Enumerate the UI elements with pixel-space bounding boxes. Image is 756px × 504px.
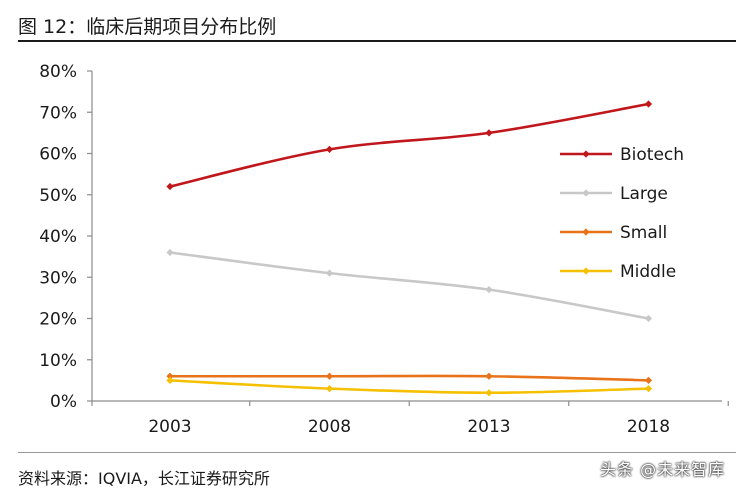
y-tick-label: 0% [50, 392, 77, 412]
data-point-biotech [644, 100, 653, 108]
legend-marker-middle [582, 267, 590, 275]
y-tick-label: 80% [39, 62, 77, 82]
legend-marker-small [582, 228, 590, 236]
data-point-large [644, 314, 653, 323]
y-tick-label: 50% [39, 186, 77, 206]
series-line-large [168, 251, 650, 320]
y-tick-label: 10% [39, 351, 77, 371]
figure-source: 资料来源：IQVIA，长江证券研究所 [18, 469, 270, 488]
chart-axes: 0% 10% 20% 30% 40% 50% 60% 70% 80% 2003 2008 2013 20… [39, 62, 729, 437]
legend-label-biotech: Biotech [620, 145, 684, 165]
chart-series [166, 100, 653, 397]
data-point-small [325, 372, 334, 380]
data-point-large [485, 286, 493, 294]
data-point-large [325, 269, 334, 277]
data-point-small [485, 372, 493, 380]
watermark: 头条 @未来智库 [600, 460, 726, 479]
y-tick-label: 30% [39, 268, 77, 288]
x-tick-label: 2003 [148, 417, 191, 437]
y-tick-label: 70% [39, 103, 77, 123]
chart-legend: Biotech Large Small Middle [560, 145, 684, 282]
y-tick-label: 40% [39, 227, 77, 247]
data-point-middle [325, 385, 334, 393]
legend-marker-large [582, 189, 590, 197]
figure-title: 图 12：临床后期项目分布比例 [18, 16, 277, 38]
data-point-middle [166, 376, 174, 384]
legend-label-small: Small [620, 223, 667, 243]
x-tick-label: 2013 [467, 417, 510, 437]
y-tick-label: 60% [39, 145, 77, 165]
data-point-large [166, 248, 174, 257]
y-tick-label: 20% [39, 310, 77, 330]
series-line-small [168, 374, 650, 382]
x-tick-label: 2018 [627, 417, 670, 437]
x-tick-label: 2008 [308, 417, 351, 437]
figure-footer: 资料来源：IQVIA，长江证券研究所 [18, 452, 736, 488]
data-point-small [644, 376, 653, 384]
series-line-biotech [168, 102, 650, 188]
series-line-middle [168, 379, 650, 395]
data-point-biotech [485, 129, 493, 137]
legend-marker-biotech [582, 150, 590, 158]
data-point-biotech [166, 182, 174, 191]
data-point-biotech [325, 145, 334, 153]
figure-header: 图 12：临床后期项目分布比例 [18, 8, 736, 42]
data-point-small [166, 372, 174, 380]
data-point-middle [644, 385, 653, 393]
data-point-middle [485, 389, 493, 397]
legend-label-middle: Middle [620, 262, 676, 282]
legend-label-large: Large [620, 184, 668, 204]
